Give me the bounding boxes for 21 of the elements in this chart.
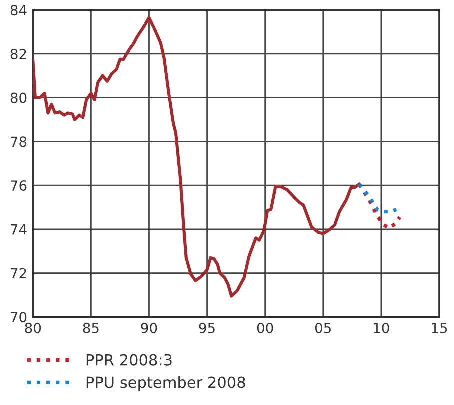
y-tick-label: 72	[11, 268, 26, 279]
x-tick-label: 05	[315, 322, 331, 334]
line-series	[33, 16, 361, 298]
y-tick-label: 70	[11, 312, 27, 323]
line-series	[358, 182, 402, 230]
y-tick-label: 82	[10, 48, 26, 60]
x-tick-label: 15	[432, 323, 448, 334]
x-tick-label: 95	[199, 322, 215, 334]
line-series	[358, 182, 398, 214]
x-tick-label: 80	[25, 322, 42, 334]
legend-label: PPR 2008:3	[86, 354, 172, 366]
x-tick-label: 10	[374, 322, 390, 334]
y-tick-label: 80	[10, 92, 27, 104]
x-tick-label: 90	[141, 322, 158, 334]
y-tick-label: 74	[11, 224, 27, 235]
x-tick-label: 00	[257, 322, 274, 334]
legend-label: PPU september 2008	[86, 376, 246, 392]
y-tick-label: 76	[11, 180, 27, 192]
y-tick-label: 78	[11, 136, 27, 148]
y-tick-label: 84	[10, 5, 27, 16]
x-tick-label: 85	[83, 322, 99, 334]
